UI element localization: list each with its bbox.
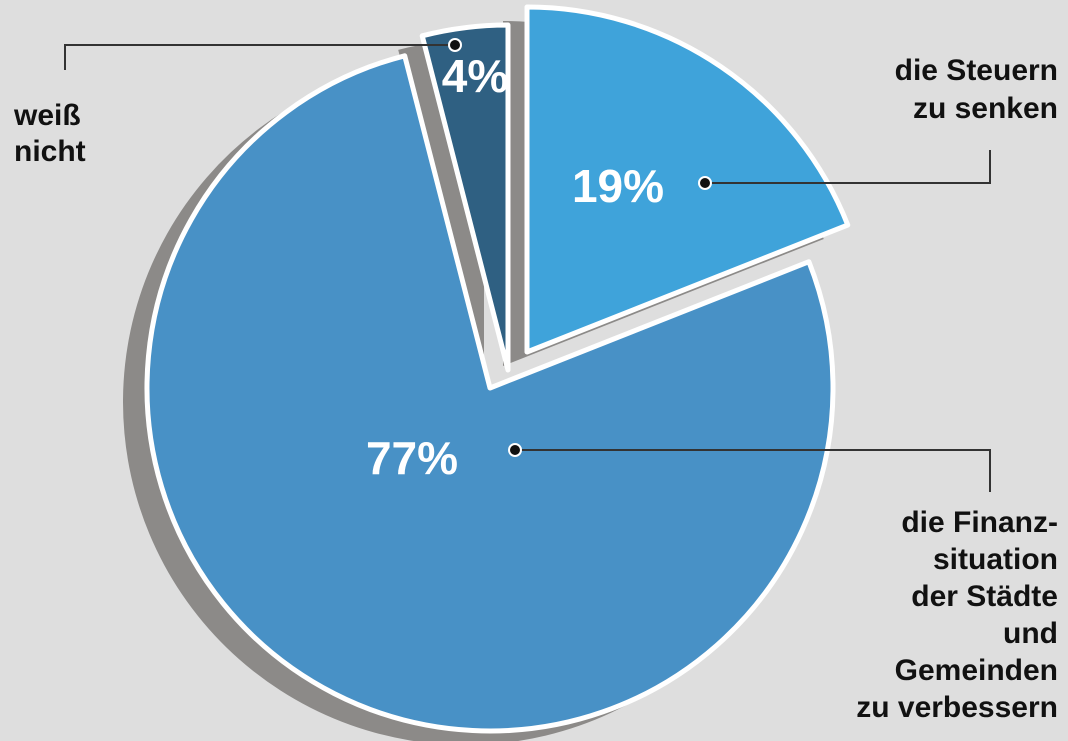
pie-slice [524,4,851,355]
category-label: die Steuern zu senken [895,54,1058,125]
category-label-line: die Steuern [895,54,1058,87]
category-label-line: zu senken [913,92,1058,125]
category-label-line: die Finanz- [901,506,1058,539]
category-label-line: der Städte [911,580,1058,613]
leader-dot [508,443,522,457]
category-label-line: und [1003,617,1058,650]
leader-line [515,449,991,492]
pie-slice [419,22,511,373]
category-label-line: Gemeinden [895,654,1058,687]
category-label: weiß nicht [13,99,86,168]
value-label: 19% [572,160,664,212]
leader-line [705,150,991,184]
value-label: 4% [442,50,508,102]
category-label-line: situation [933,543,1058,576]
value-label: 77% [366,432,458,484]
pie-slice [144,53,836,734]
category-label: die Finanz-situation der Städte und Gemeind… [856,506,1058,724]
category-label-line: weiß [13,99,81,132]
leader-dot [698,176,712,190]
leader-line [64,44,455,70]
leader-dot [448,38,462,52]
category-label-line: nicht [14,135,86,168]
category-label-line: zu verbessern [856,691,1058,724]
